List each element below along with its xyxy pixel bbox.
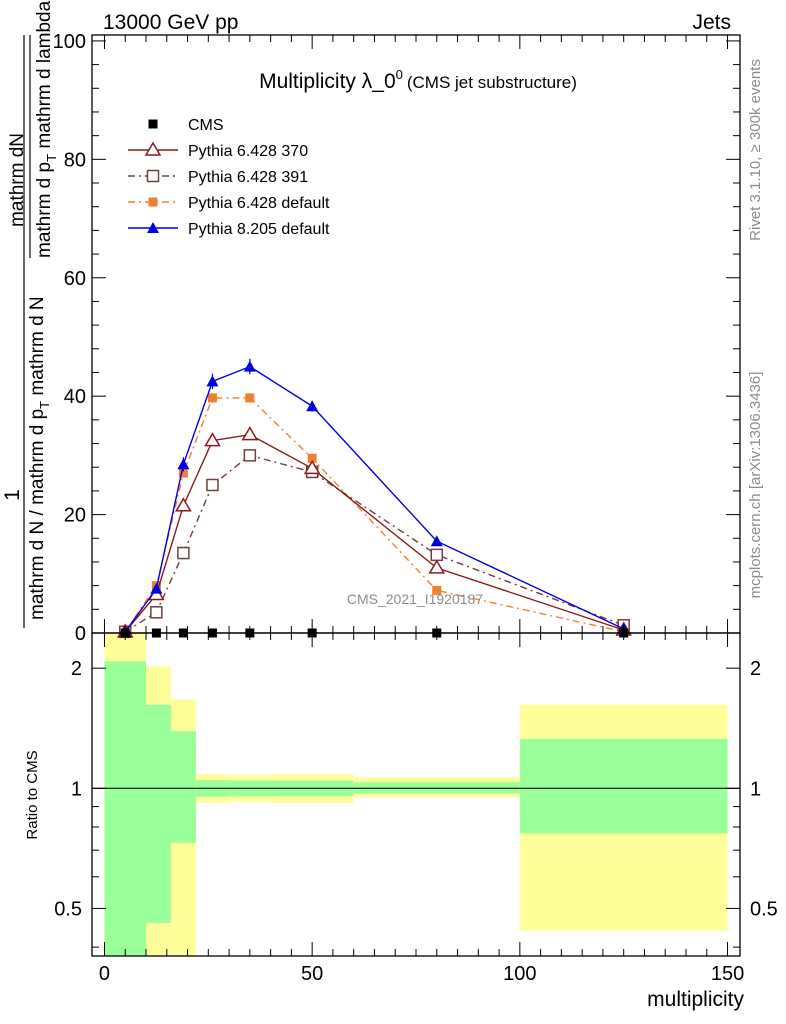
- ratio-band-inner-0: [104, 661, 146, 956]
- axis-ticks: 0 20 40 60 80 100 0 50 100 150 0.5 0.5 1 1 2 2: [53, 31, 778, 985]
- series-3-point-3: [207, 393, 217, 403]
- ratio-ytick-label-left-0.5: 0.5: [54, 898, 82, 920]
- chart-subtitle: (CMS jet substructure): [407, 73, 577, 92]
- legend-label-2: Pythia 6.428 391: [188, 169, 308, 186]
- legend-marker-0: [148, 119, 158, 129]
- main-ytick-label-100: 100: [53, 31, 86, 53]
- ratio-ytick-label-left-1: 1: [71, 778, 82, 800]
- ylabel-den-sub: T: [37, 401, 52, 409]
- series-1-point-4: [241, 426, 259, 441]
- ratio-ytick-label-left-2: 2: [71, 658, 82, 680]
- legend-item-1: Pythia 6.428 370: [128, 141, 308, 160]
- analysis-watermark: CMS_2021_I1920187: [347, 591, 483, 607]
- x-axis-label: multiplicity: [647, 988, 744, 1011]
- series-2-point-4: [243, 449, 257, 462]
- series-3-point-5: [307, 453, 317, 463]
- xtick-label-0: 0: [99, 963, 110, 985]
- legend-marker-4: [147, 222, 159, 233]
- series-4-point-5: [306, 400, 319, 412]
- chart-title-sup: 0: [396, 67, 403, 82]
- legend-label-4: Pythia 8.205 default: [188, 221, 330, 238]
- chart-title-main: Multiplicity λ_0: [259, 70, 396, 93]
- series-line-1: [124, 433, 624, 633]
- series-3-point-2: [178, 468, 188, 478]
- legend-label-3: Pythia 6.428 default: [188, 195, 330, 212]
- series-4-point-4: [243, 360, 256, 372]
- ylabel-num-sub: T: [44, 154, 59, 162]
- ylabel-den-main: mathrm d N / mathrm d p: [27, 409, 48, 620]
- series-4-point-1: [150, 582, 163, 594]
- ylabel-den-tail: mathrm d N: [27, 296, 48, 401]
- series-2-point-3: [206, 478, 219, 492]
- ratio-band-inner-7: [519, 738, 728, 834]
- series-2-point-2: [177, 546, 190, 560]
- legend-marker-2: [146, 169, 160, 183]
- series-line-2: [124, 454, 624, 633]
- legend-label-1: Pythia 6.428 370: [188, 143, 308, 160]
- ratio-band-inner-1: [146, 704, 171, 923]
- chart-title: Multiplicity λ_00 (CMS jet substructure): [259, 67, 577, 93]
- series-4: [119, 358, 630, 637]
- xtick-label-50: 50: [301, 963, 323, 985]
- main-ytick-label-0: 0: [75, 623, 86, 645]
- legend-item-0: CMS: [148, 117, 224, 134]
- rivet-version-label: Rivet 3.1.10, ≥ 300k events: [747, 59, 764, 241]
- series-4-point-3: [206, 375, 219, 387]
- mcplots-label: mcplots.cern.ch [arXiv:1306.3436]: [747, 372, 764, 599]
- main-ytick-label-60: 60: [64, 268, 86, 290]
- series-1-point-3: [204, 432, 221, 447]
- ratio-band-inner-2: [170, 731, 196, 843]
- xtick-label-100: 100: [503, 963, 536, 985]
- ylabel-numerator-top: mathrm dN: [7, 133, 28, 227]
- main-ytick-label-80: 80: [64, 149, 86, 171]
- ylabel-num-tail: mathrm d lambda: [34, 0, 55, 154]
- series-3-point-6: [432, 585, 442, 595]
- ylabel-numerator: mathrm d pT mathrm d lambda: [34, 0, 59, 258]
- legend-label-0: CMS: [188, 117, 224, 134]
- ylabel-denominator: mathrm d N / mathrm d pT mathrm d N: [27, 296, 52, 620]
- series-2-point-1: [150, 606, 163, 619]
- header-process-label: Jets: [692, 11, 731, 34]
- ratio-ytick-label-right-2: 2: [750, 658, 761, 680]
- ylabel-top: 1: [1, 489, 24, 501]
- main-ylabel: 1 mathrm d N / mathrm d pT mathrm d N ma…: [1, 0, 59, 628]
- series-3-point-4: [245, 393, 255, 403]
- ylabel-num-main: mathrm d p: [34, 162, 55, 258]
- xtick-label-150: 150: [711, 963, 744, 985]
- legend-marker-1: [144, 141, 162, 156]
- main-ytick-label-40: 40: [64, 386, 86, 408]
- series-1-point-2: [175, 497, 192, 512]
- series-1-point-5: [303, 459, 321, 475]
- series-4-point-2: [177, 458, 190, 470]
- series-line-4: [124, 365, 624, 633]
- ratio-bands: [92, 633, 740, 956]
- series-1-point-6: [428, 559, 446, 574]
- legend-item-4: Pythia 8.205 default: [128, 221, 330, 238]
- legend-marker-3: [148, 197, 158, 207]
- ratio-ylabel: Ratio to CMS: [24, 750, 41, 839]
- header-energy-label: 13000 GeV pp: [103, 11, 238, 34]
- series-4-point-6: [430, 535, 443, 547]
- legend: CMS Pythia 6.428 370 Pythia 6.428 391 Pythi…: [128, 117, 330, 238]
- ratio-ytick-label-right-1: 1: [750, 778, 761, 800]
- series-2-point-6: [430, 548, 444, 562]
- main-plot-area: [116, 358, 632, 639]
- main-ytick-label-20: 20: [64, 505, 86, 527]
- series-line-3: [124, 397, 624, 633]
- legend-item-2: Pythia 6.428 391: [128, 169, 308, 186]
- ratio-ytick-label-right-0.5: 0.5: [750, 898, 778, 920]
- legend-item-3: Pythia 6.428 default: [128, 195, 330, 212]
